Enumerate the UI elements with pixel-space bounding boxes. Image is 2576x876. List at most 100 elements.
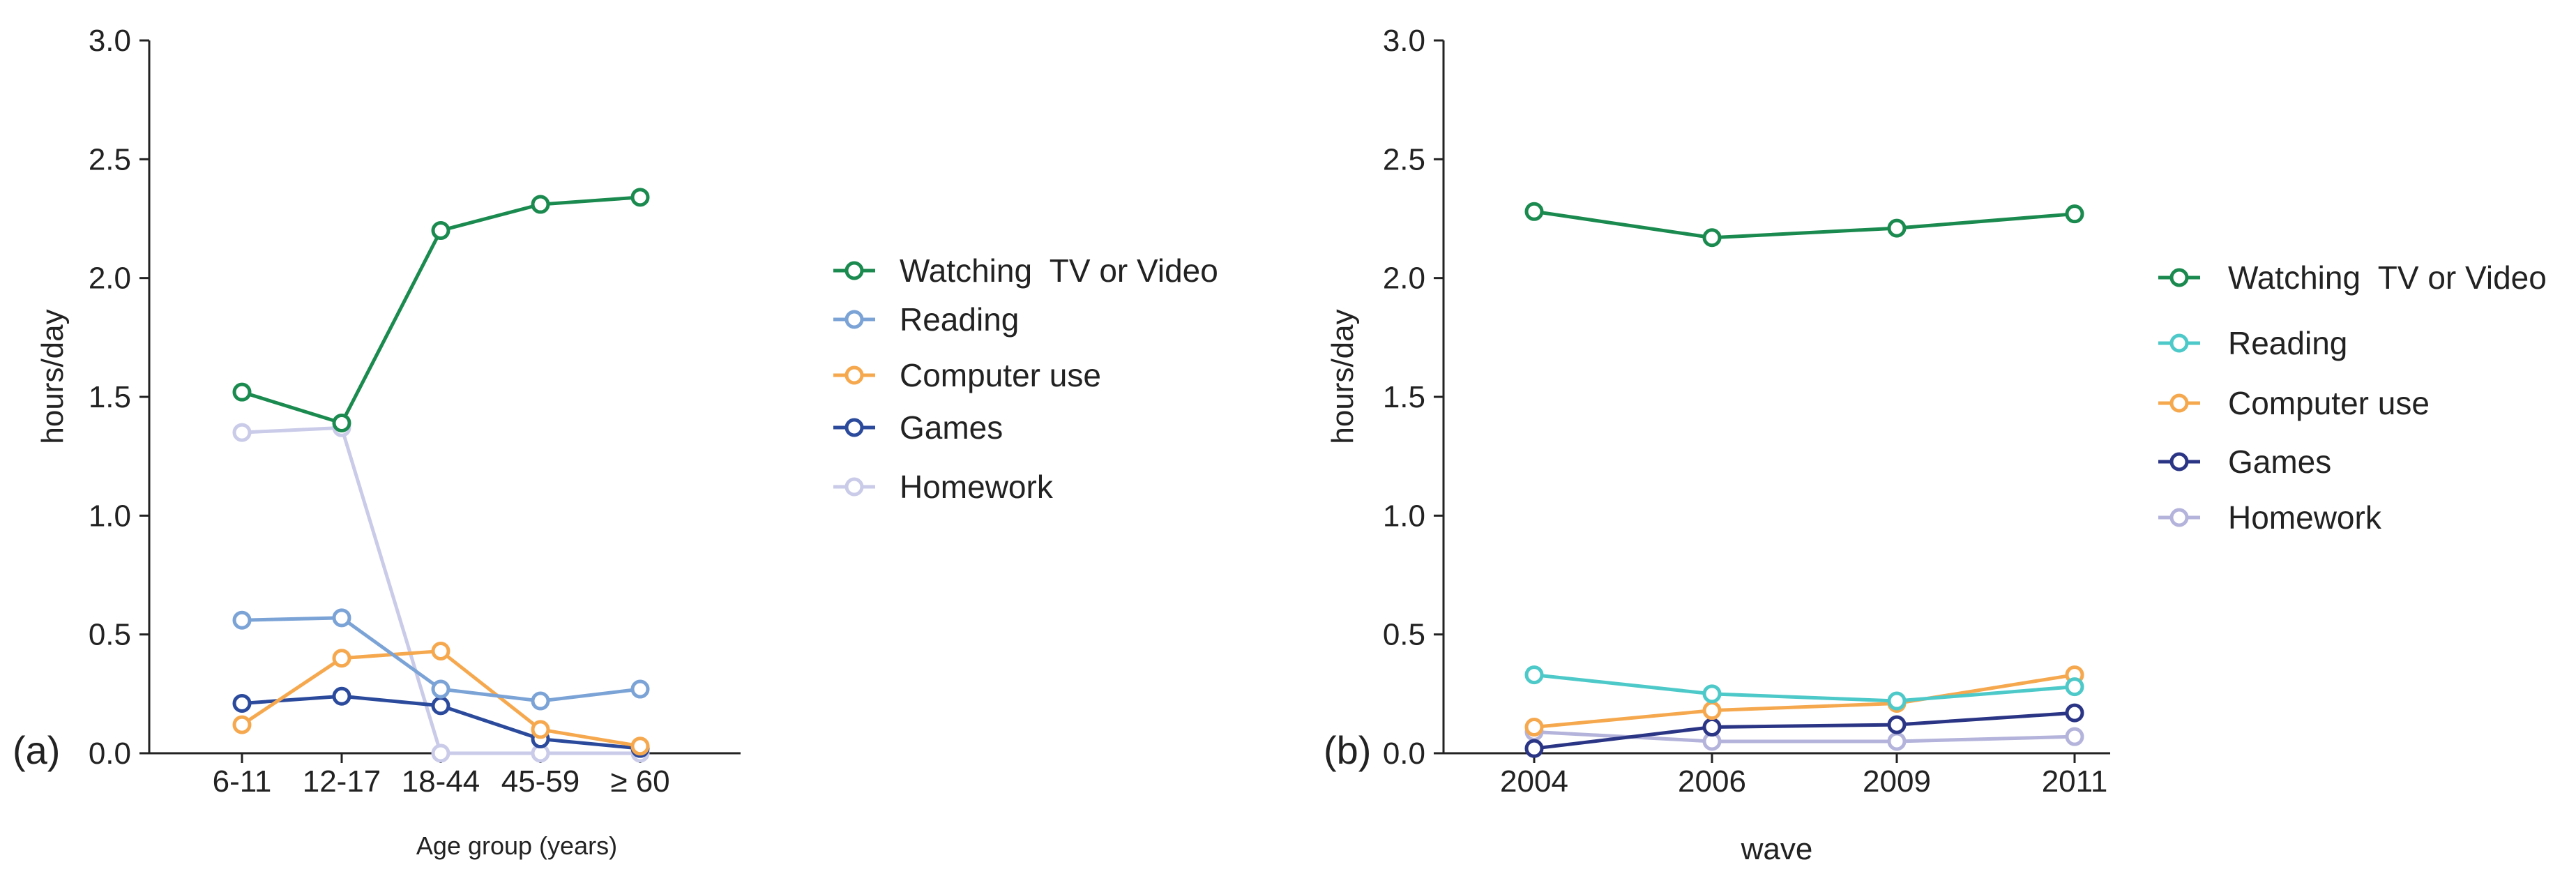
panel-a-point-reading <box>531 691 550 711</box>
panel-b-y-tick-label: 3.0 <box>1383 24 1425 58</box>
panel-b-point-watching-tv-or-video <box>2065 204 2084 224</box>
panel-b-y-tick-label: 2.5 <box>1383 142 1425 176</box>
panel-b-point-games <box>1702 718 1722 737</box>
panel-a-x-tick-label: 18-44 <box>402 764 480 799</box>
panel-a-y-tick-label: 0.0 <box>89 737 131 771</box>
panel-a-legend-swatch-marker <box>844 418 864 437</box>
panel-b-y-tick-label: 1.0 <box>1383 499 1425 533</box>
panel-b-point-reading <box>1887 691 1907 711</box>
panel-b-legend-label: Games <box>2228 444 2331 480</box>
panel-b-point-homework <box>1887 732 1907 751</box>
panel-a-y-tick-label: 3.0 <box>89 24 131 58</box>
panel-a-point-reading <box>431 679 450 699</box>
panel-a-point-watching-tv-or-video <box>431 221 450 241</box>
panel-a-point-computer-use <box>531 720 550 739</box>
panel-a-point-computer-use <box>332 649 351 668</box>
panel-b-series <box>1524 202 2084 758</box>
panel-b-point-watching-tv-or-video <box>1887 218 1907 238</box>
panel-a-point-homework <box>232 423 252 442</box>
panel-b-series-reading <box>1524 665 2084 711</box>
panel-a-x-tick-label: ≥ 60 <box>610 764 669 799</box>
panel-b-point-reading <box>2065 677 2084 697</box>
panel-a-point-watching-tv-or-video <box>531 195 550 214</box>
panel-a-legend-label: Watching TV or Video <box>900 252 1218 289</box>
panel-a-y-tick-label: 1.0 <box>89 499 131 533</box>
panel-b-point-reading <box>1702 684 1722 704</box>
panel-a-series-reading <box>232 608 650 711</box>
panel-a-series-watching-tv-or-video <box>232 188 650 432</box>
panel-b-point-games <box>1887 715 1907 734</box>
panel-b-legend-item-homework: Homework <box>2158 499 2382 536</box>
panel-b-point-watching-tv-or-video <box>1524 202 1544 221</box>
panel-b-series-watching-tv-or-video <box>1524 202 2084 248</box>
panel-a-point-games <box>232 693 252 713</box>
panel-a-series <box>232 188 650 763</box>
panel-a-point-games <box>431 696 450 716</box>
panel-a-x-tick-label: 6-11 <box>213 764 272 799</box>
panel-b-point-computer-use <box>1702 701 1722 720</box>
panel-b-legend-swatch-marker <box>2169 333 2189 353</box>
panel-a-legend-label: Reading <box>900 301 1019 338</box>
panel-a-point-reading <box>630 679 650 699</box>
panel-b-legend-label: Watching TV or Video <box>2228 259 2547 296</box>
panel-b-legend-label: Reading <box>2228 325 2347 361</box>
panel-a-y-tick-label: 2.5 <box>89 142 131 176</box>
panel-b-x-axis-label: wave <box>1741 832 1813 866</box>
panel-b-x-tick-label: 2006 <box>1678 764 1746 799</box>
panel-a-point-watching-tv-or-video <box>232 382 252 402</box>
panel-b-line-reading <box>1533 673 2075 703</box>
panel-a-legend-swatch-marker <box>844 477 864 497</box>
panel-a-point-reading <box>332 608 351 628</box>
panel-b-y-tick-label: 1.5 <box>1383 380 1425 414</box>
panel-a-point-computer-use <box>431 642 450 661</box>
panel-a-legend: Watching TV or Video Reading Computer use G… <box>833 252 1218 505</box>
panel-b-legend: Watching TV or Video Reading Computer use G… <box>2158 259 2547 536</box>
panel-a-series-homework <box>232 418 650 763</box>
panel-a-point-watching-tv-or-video <box>332 413 351 432</box>
panel-a-legend-item-reading: Reading <box>833 301 1019 338</box>
panel-b-point-computer-use <box>1524 718 1544 737</box>
panel-a-x-tick-label: 12-17 <box>303 764 381 799</box>
panel-a-legend-item-watching-tv-or-video: Watching TV or Video <box>833 252 1218 289</box>
panel-a-legend-swatch-marker <box>844 310 864 329</box>
panel-b-legend-label: Homework <box>2228 499 2382 536</box>
panel-a-x-axis-label: Age group (years) <box>416 831 617 860</box>
panel-a-y-axis-label: hours/day <box>36 309 70 444</box>
panel-b: (b) hours/day wave 0.0 0.5 1.0 1.5 2.0 2.5 3.0… <box>1324 24 2547 866</box>
panel-b-legend-swatch-marker <box>2169 508 2189 527</box>
panel-a-point-reading <box>232 610 252 630</box>
panel-a-legend-label: Games <box>900 409 1003 446</box>
panel-b-x-tick-label: 2011 <box>2042 764 2108 799</box>
panel-b-legend-item-computer-use: Computer use <box>2158 385 2430 421</box>
panel-b-x-tick-label: 2004 <box>1500 764 1568 799</box>
panel-b-y-tick-label: 0.0 <box>1383 737 1425 771</box>
panel-b-legend-label: Computer use <box>2228 385 2430 421</box>
panel-a-y-tick-label: 2.0 <box>89 262 131 296</box>
panel-b-y-tick-label: 2.0 <box>1383 262 1425 296</box>
panel-b-line-watching-tv-or-video <box>1533 209 2075 240</box>
panel-b-x-tick-label: 2009 <box>1863 764 1931 799</box>
panel-b-legend-item-reading: Reading <box>2158 325 2347 361</box>
panel-a-point-computer-use <box>232 715 252 734</box>
panel-b-series-homework <box>1524 722 2084 751</box>
panel-a-legend-item-games: Games <box>833 409 1003 446</box>
panel-b-point-games <box>1524 739 1544 758</box>
panel-a-x-ticks: 6-11 12-17 18-44 45-59 ≥ 60 <box>213 753 670 799</box>
panel-b-legend-swatch-marker <box>2169 393 2189 413</box>
panel-b-point-watching-tv-or-video <box>1702 228 1722 248</box>
panel-b-y-tick-label: 0.5 <box>1383 618 1425 652</box>
panel-b-point-reading <box>1524 665 1544 685</box>
panel-b-y-ticks: 0.0 0.5 1.0 1.5 2.0 2.5 3.0 <box>1383 24 1444 771</box>
panel-a-y-tick-label: 1.5 <box>89 380 131 414</box>
panel-b-legend-swatch-marker <box>2169 268 2189 287</box>
panel-a-legend-label: Computer use <box>900 357 1101 393</box>
panel-a-point-homework <box>431 743 450 763</box>
panel-b-line-computer-use <box>1533 673 2075 730</box>
panel-a-y-tick-label: 0.5 <box>89 618 131 652</box>
panel-b-series-games <box>1524 703 2084 758</box>
panel-a-point-watching-tv-or-video <box>630 188 650 207</box>
panel-a-point-computer-use <box>630 737 650 756</box>
panel-b-legend-item-watching-tv-or-video: Watching TV or Video <box>2158 259 2547 296</box>
